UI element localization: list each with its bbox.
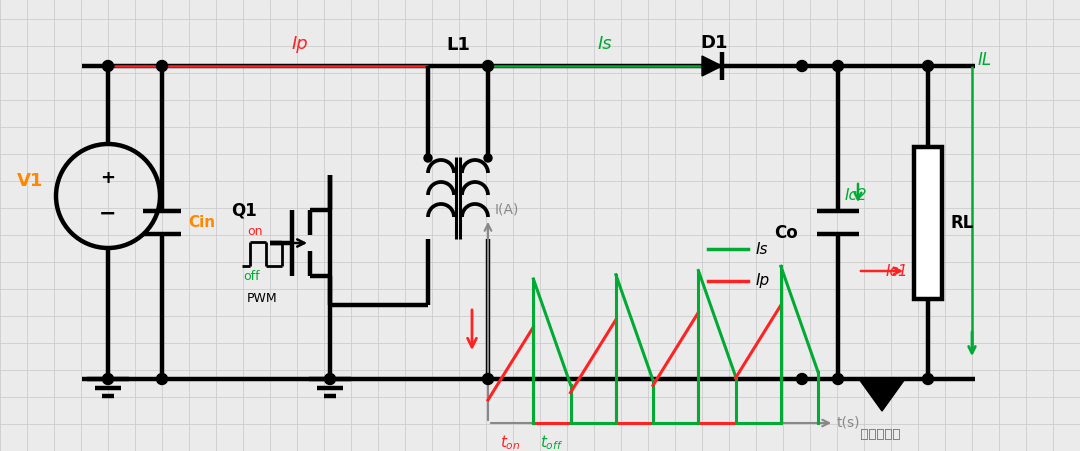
Text: Ip: Ip <box>292 35 308 53</box>
Text: RL: RL <box>951 213 974 231</box>
Text: on: on <box>247 225 262 238</box>
Text: Is: Is <box>597 35 612 53</box>
Text: PWM: PWM <box>246 292 278 305</box>
Circle shape <box>103 60 113 72</box>
Circle shape <box>797 373 808 385</box>
Circle shape <box>103 373 113 385</box>
Polygon shape <box>702 56 723 76</box>
Text: L1: L1 <box>446 36 470 54</box>
Bar <box>914 147 942 299</box>
Circle shape <box>484 154 492 162</box>
Text: Co: Co <box>774 224 798 241</box>
Text: V1: V1 <box>17 172 43 190</box>
Text: IL: IL <box>978 51 993 69</box>
Text: D1: D1 <box>700 34 728 52</box>
Circle shape <box>833 60 843 72</box>
Text: Q1: Q1 <box>231 202 257 220</box>
Text: $t_{on}$: $t_{on}$ <box>500 433 521 451</box>
Text: +: + <box>100 169 116 187</box>
Circle shape <box>922 373 933 385</box>
Text: Ic2: Ic2 <box>845 188 867 202</box>
Text: $t_{off}$: $t_{off}$ <box>540 433 564 451</box>
Text: off: off <box>243 270 259 283</box>
Circle shape <box>833 373 843 385</box>
Circle shape <box>922 60 933 72</box>
Text: Cin: Cin <box>188 215 215 230</box>
Circle shape <box>797 60 808 72</box>
Text: t(s): t(s) <box>837 416 861 430</box>
Polygon shape <box>859 379 905 411</box>
Circle shape <box>424 154 432 162</box>
Text: Ic1: Ic1 <box>886 263 908 279</box>
Circle shape <box>483 373 494 385</box>
Text: I(A): I(A) <box>495 203 519 217</box>
Text: Ip: Ip <box>756 273 770 289</box>
Text: Is: Is <box>756 241 769 257</box>
Circle shape <box>324 373 336 385</box>
Text: −: − <box>99 204 117 224</box>
Circle shape <box>157 373 167 385</box>
Text: 拱掘硬电子: 拱掘硬电子 <box>852 428 901 441</box>
Circle shape <box>157 60 167 72</box>
Circle shape <box>483 60 494 72</box>
